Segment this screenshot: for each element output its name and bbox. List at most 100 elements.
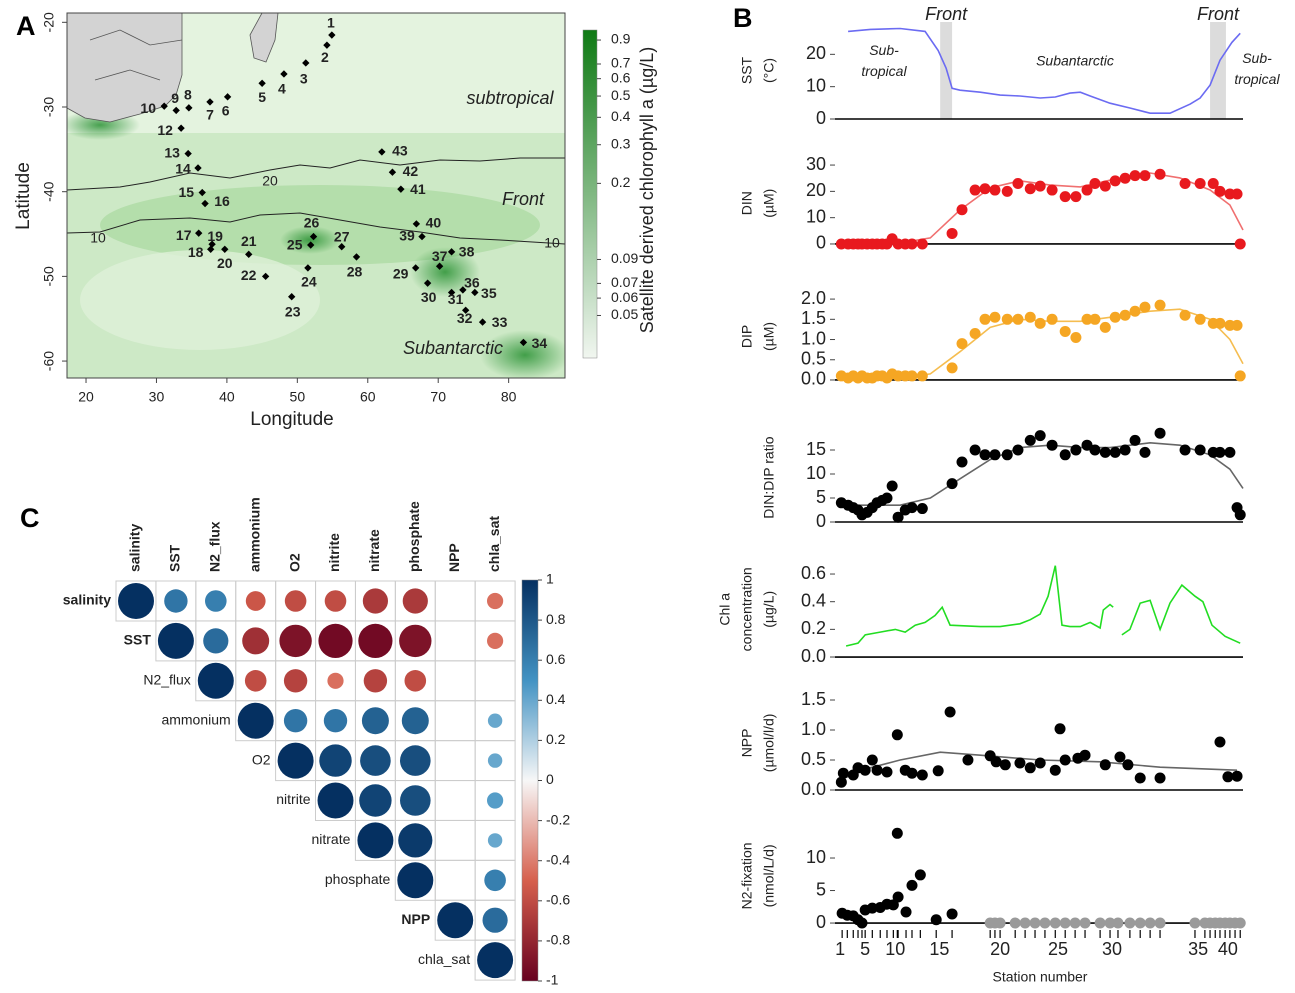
station-label: 3 bbox=[300, 71, 308, 87]
point bbox=[917, 503, 928, 514]
y-tick-label: 0 bbox=[816, 912, 826, 932]
y-tick-label: 1.5 bbox=[801, 308, 826, 328]
point bbox=[1130, 306, 1141, 317]
station-label: 14 bbox=[175, 161, 191, 177]
point bbox=[1195, 445, 1206, 456]
row-label: NPP bbox=[401, 911, 430, 927]
point bbox=[1080, 918, 1091, 929]
correlation-circle bbox=[318, 783, 354, 819]
cell bbox=[435, 781, 475, 821]
correlation-circle bbox=[487, 593, 503, 609]
y-tick-label: 0.6 bbox=[801, 563, 826, 583]
point bbox=[957, 204, 968, 215]
point bbox=[860, 765, 871, 776]
correlation-circle bbox=[484, 870, 506, 892]
region-label: Front bbox=[502, 189, 545, 209]
column-label: salinity bbox=[127, 524, 143, 572]
point bbox=[1047, 440, 1058, 451]
correlation-circle bbox=[198, 663, 234, 699]
colorbar bbox=[583, 30, 597, 358]
station-label: 26 bbox=[304, 214, 320, 230]
correlation-circle bbox=[164, 589, 187, 612]
x-tick-label: 25 bbox=[1048, 939, 1068, 959]
column-label: phosphate bbox=[406, 501, 422, 572]
correlation-circle bbox=[488, 714, 502, 728]
point bbox=[957, 457, 968, 468]
colorbar-tick-label: 1 bbox=[546, 571, 554, 587]
x-tick-label: 30 bbox=[149, 389, 165, 405]
y-tick-label: 10 bbox=[806, 206, 826, 226]
station-label: 17 bbox=[176, 227, 192, 243]
point bbox=[1224, 447, 1235, 458]
y-axis-title: Chl a bbox=[717, 593, 733, 626]
y-tick-label: 0.5 bbox=[801, 349, 826, 369]
correlation-circle bbox=[278, 743, 314, 779]
station-label: 16 bbox=[214, 193, 230, 209]
region-label: tropical bbox=[861, 63, 907, 79]
region-label: tropical bbox=[1234, 71, 1280, 87]
point bbox=[1130, 170, 1141, 181]
y-axis-title: (µg/L) bbox=[761, 591, 777, 628]
correlation-circle bbox=[405, 670, 427, 692]
y-tick-label: 1.0 bbox=[801, 328, 826, 348]
point bbox=[1050, 765, 1061, 776]
point bbox=[1180, 178, 1191, 189]
y-tick-label: 2.0 bbox=[801, 288, 826, 308]
y-tick-label: -20 bbox=[41, 12, 57, 32]
y-tick-label: 5 bbox=[816, 487, 826, 507]
point bbox=[1070, 445, 1081, 456]
region-label: Subantarctic bbox=[1036, 53, 1114, 69]
point bbox=[962, 755, 973, 766]
y-tick-label: 1.5 bbox=[801, 689, 826, 709]
y-tick-label: -40 bbox=[41, 181, 57, 201]
y-tick-label: 10 bbox=[806, 75, 826, 95]
column-label: nitrite bbox=[326, 533, 342, 572]
point bbox=[1035, 430, 1046, 441]
correlation-circle bbox=[238, 703, 274, 739]
correlation-circle bbox=[477, 942, 513, 978]
station-label: 28 bbox=[347, 264, 363, 280]
point bbox=[1035, 318, 1046, 329]
station-label: 37 bbox=[432, 248, 448, 264]
point bbox=[1089, 445, 1100, 456]
station-label: 43 bbox=[392, 143, 408, 159]
correlation-circle bbox=[285, 590, 307, 612]
point bbox=[1012, 178, 1023, 189]
point bbox=[947, 228, 958, 239]
station-label: 25 bbox=[287, 237, 303, 253]
y-tick-label: 0.5 bbox=[801, 749, 826, 769]
point bbox=[1155, 169, 1166, 180]
region-label: Subantarctic bbox=[403, 338, 503, 358]
correlation-circle bbox=[359, 784, 391, 816]
line bbox=[848, 29, 1240, 114]
station-label: 7 bbox=[206, 107, 214, 123]
correlation-circle bbox=[398, 823, 432, 857]
station-label: 9 bbox=[171, 90, 179, 106]
colorbar-tick-label: -0.6 bbox=[546, 892, 570, 908]
correlation-circle bbox=[324, 709, 347, 732]
correlation-circle bbox=[364, 669, 387, 692]
y-axis-title: (µM) bbox=[761, 322, 777, 351]
point bbox=[945, 707, 956, 718]
point bbox=[980, 449, 991, 460]
y-tick-label: 20 bbox=[806, 180, 826, 200]
colorbar-tick-label: 0.2 bbox=[611, 174, 631, 190]
cell bbox=[475, 661, 515, 701]
row-label: phosphate bbox=[325, 871, 391, 887]
point bbox=[1025, 312, 1036, 323]
correlation-circle bbox=[488, 833, 502, 847]
point bbox=[1060, 755, 1071, 766]
column-label: N2_flux bbox=[207, 521, 223, 572]
point bbox=[1030, 918, 1041, 929]
colorbar-tick-label: 0.8 bbox=[546, 611, 566, 627]
x-tick-label: 40 bbox=[219, 389, 235, 405]
point bbox=[1232, 188, 1243, 199]
point bbox=[1100, 447, 1111, 458]
point bbox=[906, 880, 917, 891]
correlation-circle bbox=[363, 588, 388, 613]
station-label: 12 bbox=[157, 122, 173, 138]
point bbox=[970, 328, 981, 339]
point bbox=[1025, 435, 1036, 446]
point bbox=[1060, 326, 1071, 337]
front-label: Front bbox=[925, 4, 968, 24]
